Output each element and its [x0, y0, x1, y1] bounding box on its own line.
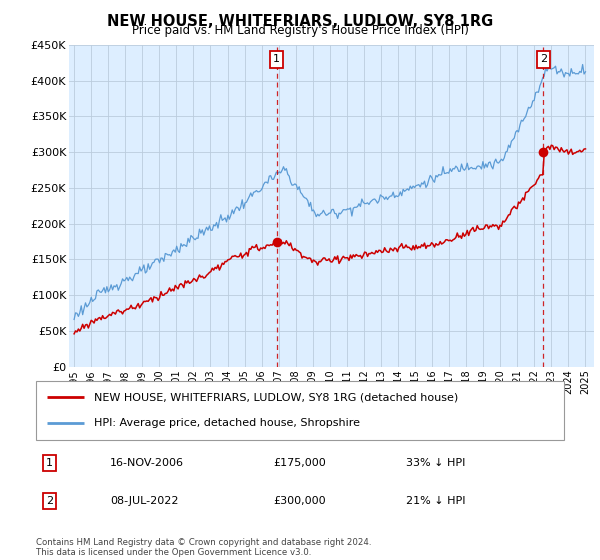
Text: 1: 1	[273, 54, 280, 64]
Text: 21% ↓ HPI: 21% ↓ HPI	[406, 496, 465, 506]
Text: NEW HOUSE, WHITEFRIARS, LUDLOW, SY8 1RG (detached house): NEW HOUSE, WHITEFRIARS, LUDLOW, SY8 1RG …	[94, 392, 458, 402]
Text: NEW HOUSE, WHITEFRIARS, LUDLOW, SY8 1RG: NEW HOUSE, WHITEFRIARS, LUDLOW, SY8 1RG	[107, 14, 493, 29]
Text: £300,000: £300,000	[274, 496, 326, 506]
Text: 2: 2	[539, 54, 547, 64]
Text: HPI: Average price, detached house, Shropshire: HPI: Average price, detached house, Shro…	[94, 418, 360, 428]
Text: 16-NOV-2006: 16-NOV-2006	[110, 458, 184, 468]
Text: £175,000: £175,000	[274, 458, 326, 468]
FancyBboxPatch shape	[36, 381, 564, 440]
Text: 33% ↓ HPI: 33% ↓ HPI	[406, 458, 465, 468]
Text: Price paid vs. HM Land Registry's House Price Index (HPI): Price paid vs. HM Land Registry's House …	[131, 24, 469, 37]
Text: Contains HM Land Registry data © Crown copyright and database right 2024.
This d: Contains HM Land Registry data © Crown c…	[36, 538, 371, 557]
Text: 2: 2	[46, 496, 53, 506]
Text: 08-JUL-2022: 08-JUL-2022	[110, 496, 178, 506]
Text: 1: 1	[46, 458, 53, 468]
